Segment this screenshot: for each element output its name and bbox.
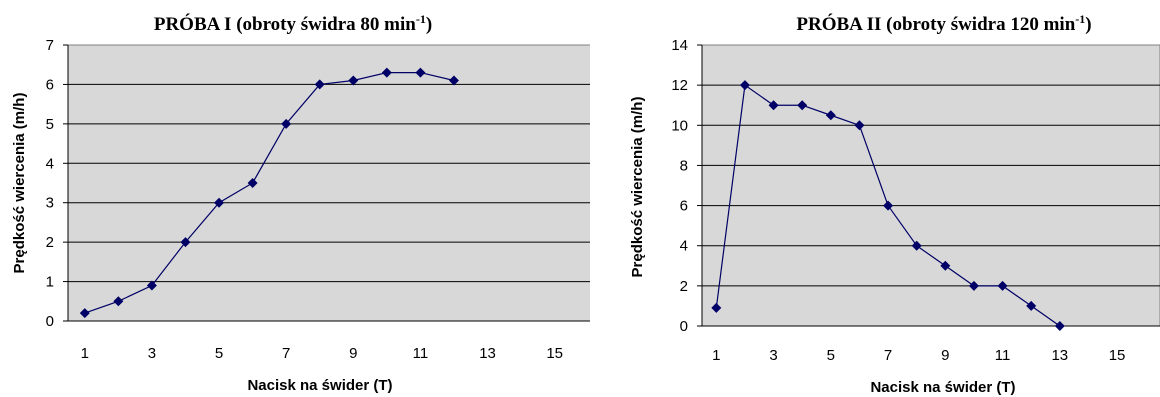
p2-data-point <box>825 110 836 121</box>
p2-x-tick-label: 9 <box>941 347 949 364</box>
p1-y-tick-label: 1 <box>46 274 54 291</box>
p1-y-tick-label: 2 <box>46 234 54 251</box>
p2-title-superscript: -1 <box>1075 12 1085 26</box>
p1-x-tick-label: 1 <box>81 345 89 362</box>
p2-y-tick-label: 12 <box>671 77 688 94</box>
chart-proba-2: PRÓBA II (obroty świdra 120 min-1) 0 2 4 6 8 1… <box>590 0 1160 397</box>
p2-y-tick-label: 4 <box>680 238 688 255</box>
p2-plot-area <box>701 44 1160 327</box>
p1-plot-area <box>67 44 590 322</box>
p1-data-point <box>79 308 90 319</box>
p1-y-tick-label: 5 <box>46 116 54 133</box>
p2-data-point <box>968 280 979 291</box>
p2-x-tick-label: 11 <box>995 347 1011 364</box>
p1-x-tick-label: 3 <box>148 345 156 362</box>
chart-proba-2-svg: PRÓBA II (obroty świdra 120 min-1) 0 2 4 6 8 1… <box>629 12 1160 396</box>
p2-data-point <box>1054 321 1065 331</box>
p1-data-point <box>214 197 225 208</box>
p1-y-tick-label: 7 <box>46 37 54 54</box>
p2-x-tick-label: 15 <box>1109 347 1126 364</box>
p1-title-superscript: -1 <box>416 12 426 26</box>
p1-data-point <box>415 67 426 78</box>
p1-data-point <box>314 79 325 90</box>
p1-x-tick-label: 5 <box>215 345 223 362</box>
p1-y-tick-label: 4 <box>46 155 54 172</box>
p2-x-tick-label: 13 <box>1051 347 1068 364</box>
p2-x-tick-label: 7 <box>884 347 892 364</box>
p2-y-tick-label: 0 <box>680 318 688 335</box>
p1-title-suffix: ) <box>426 14 432 35</box>
p2-data-point <box>739 80 750 91</box>
p2-title-suffix: ) <box>1085 14 1091 35</box>
p1-y-tick-label: 3 <box>46 195 54 212</box>
p2-title-main: PRÓBA II (obroty świdra 120 min <box>796 13 1075 35</box>
p2-data-point <box>1026 300 1037 311</box>
p1-y-tick-label: 6 <box>46 76 54 93</box>
p1-series-line <box>84 71 455 314</box>
p2-data-point <box>911 240 922 251</box>
p2-data-point <box>854 120 865 131</box>
p1-chart-title: PRÓBA I (obroty świdra 80 min-1) <box>154 12 432 35</box>
p2-x-tick-label: 3 <box>769 347 777 364</box>
p1-y-axis-label: Prędkość wiercenia (m/h) <box>11 93 28 274</box>
p1-data-point <box>180 237 191 248</box>
p2-x-tick-label: 1 <box>712 347 720 364</box>
p2-y-tick-label: 2 <box>680 278 688 295</box>
p1-x-tick-label: 11 <box>413 345 429 362</box>
p2-y-axis-label: Prędkość wiercenia (m/h) <box>629 97 646 278</box>
p2-data-point <box>883 200 894 211</box>
p1-y-tick-label: 0 <box>46 313 54 330</box>
p1-x-tick-label: 13 <box>479 345 496 362</box>
p2-x-tick-label: 5 <box>827 347 835 364</box>
p1-title-main: PRÓBA I (obroty świdra 80 min <box>154 13 416 35</box>
p2-x-axis-label: Nacisk na świder (T) <box>870 379 1015 396</box>
p1-x-tick-label: 7 <box>282 345 290 362</box>
p2-chart-title: PRÓBA II (obroty świdra 120 min-1) <box>796 12 1091 35</box>
p2-y-tick-label: 6 <box>680 198 688 215</box>
p2-y-tick-label: 10 <box>671 117 688 134</box>
p2-data-point <box>940 260 951 271</box>
p2-data-point <box>997 280 1008 291</box>
p1-data-point <box>281 118 292 129</box>
p1-x-axis-label: Nacisk na świder (T) <box>247 377 392 394</box>
p1-data-point <box>113 296 124 307</box>
p1-data-point <box>381 67 392 78</box>
p2-y-tick-label: 8 <box>680 157 688 174</box>
chart-proba-1-svg: PRÓBA I (obroty świdra 80 min-1) 0 1 2 3 4 5 6 7… <box>11 12 590 394</box>
p1-x-tick-label: 9 <box>349 345 357 362</box>
p1-data-point <box>448 75 459 86</box>
p2-y-tick-label: 14 <box>671 37 688 54</box>
p1-data-point <box>146 280 157 291</box>
p1-data-point <box>348 75 359 86</box>
p1-x-tick-label: 15 <box>546 345 563 362</box>
p1-data-point <box>247 178 258 188</box>
p2-data-point <box>711 302 722 313</box>
p2-data-point <box>768 100 779 111</box>
chart-proba-1: PRÓBA I (obroty świdra 80 min-1) 0 1 2 3 4 5 6 7… <box>11 12 590 394</box>
p2-data-point <box>797 100 808 111</box>
